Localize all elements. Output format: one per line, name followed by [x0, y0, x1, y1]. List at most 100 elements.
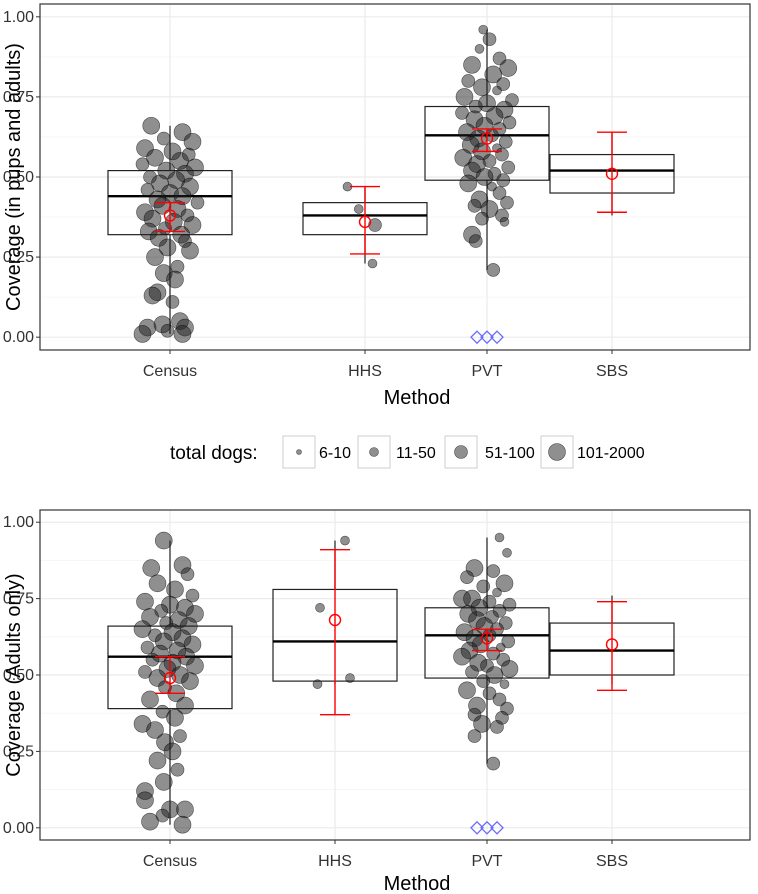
- legend-label: 11-50: [396, 445, 436, 462]
- y-tick-label: 1.00: [3, 514, 34, 531]
- data-point: [158, 238, 177, 257]
- y-tick-label: 0.00: [3, 329, 34, 346]
- data-point: [502, 115, 517, 130]
- data-point: [498, 134, 513, 149]
- data-point: [185, 588, 200, 603]
- data-point: [482, 32, 497, 47]
- data-point: [476, 674, 491, 688]
- data-point: [495, 574, 514, 593]
- data-point: [460, 570, 474, 585]
- data-point: [476, 579, 491, 594]
- data-point: [458, 681, 476, 700]
- legend-size-symbol: [548, 443, 566, 461]
- data-point: [368, 218, 382, 232]
- data-point: [453, 647, 471, 666]
- data-point: [501, 634, 516, 649]
- data-point: [345, 673, 355, 683]
- data-point: [170, 762, 185, 777]
- data-point: [492, 85, 502, 96]
- x-tick-label: Census: [143, 853, 197, 870]
- data-point: [315, 602, 325, 613]
- data-point: [165, 295, 180, 309]
- y-tick-label: 0.50: [3, 169, 34, 186]
- data-point: [141, 690, 159, 709]
- legend-label: 6-10: [319, 445, 351, 462]
- data-point: [455, 88, 474, 106]
- data-point: [183, 132, 202, 151]
- data-point: [500, 195, 514, 210]
- data-point: [475, 168, 494, 186]
- data-point: [465, 665, 479, 679]
- x-tick-label: HHS: [318, 853, 352, 870]
- zero-coverage-marker: [480, 330, 494, 345]
- data-point: [499, 59, 518, 77]
- y-tick-label: 0.75: [3, 591, 34, 608]
- y-tick-label: 0.25: [3, 743, 34, 760]
- data-point: [154, 773, 173, 791]
- mean-marker: [163, 671, 177, 685]
- data-point: [166, 580, 184, 599]
- y-tick-label: 0.00: [3, 820, 34, 837]
- data-point: [468, 234, 483, 248]
- bottom-plot: 0.00 0.25 0.50 0.75 1.00 Census HHS PVT SBS Metho…: [3, 509, 751, 894]
- mean-marker: [605, 167, 619, 180]
- data-point: [501, 160, 516, 175]
- data-point: [492, 186, 507, 200]
- data-point: [478, 24, 489, 35]
- data-point: [500, 660, 519, 678]
- data-point: [473, 715, 491, 733]
- x-tick-label: HHS: [348, 363, 382, 380]
- x-tick-label: Census: [143, 363, 197, 380]
- mean-marker: [328, 613, 342, 627]
- data-point: [148, 574, 167, 593]
- data-point: [475, 211, 489, 226]
- data-point: [492, 587, 502, 598]
- data-point: [499, 217, 510, 227]
- size-legend: total dogs: 6-10 11-50 51-100 101-2000: [170, 435, 645, 469]
- data-point: [136, 592, 154, 611]
- mean-marker: [163, 209, 177, 222]
- legend-size-symbol: [454, 445, 468, 459]
- data-point: [484, 65, 503, 84]
- legend-label: 51-100: [485, 445, 535, 462]
- data-point: [163, 742, 182, 761]
- y-tick-label: 0.50: [3, 667, 34, 684]
- plot-border: [39, 509, 751, 841]
- legend-size-symbol: [369, 447, 379, 457]
- data-point: [154, 531, 173, 550]
- data-point: [467, 199, 482, 213]
- zero-coverage-marker: [490, 820, 504, 835]
- data-point: [156, 131, 171, 146]
- data-point: [181, 241, 199, 260]
- data-point: [496, 173, 511, 188]
- data-point: [190, 195, 205, 210]
- data-point: [133, 620, 152, 638]
- data-point: [340, 535, 350, 546]
- top-plot: 0.00 0.25 0.50 0.75 1.00 Census HHS PVT SBS Metho…: [3, 3, 751, 409]
- mean-marker: [480, 632, 494, 645]
- data-point: [495, 147, 509, 162]
- plot-border: [39, 3, 751, 351]
- legend-label: 101-2000: [577, 445, 645, 462]
- data-point: [486, 564, 501, 578]
- data-point: [142, 559, 161, 577]
- x-axis-title: Method: [384, 387, 451, 409]
- zero-coverage-marker: [470, 820, 484, 835]
- data-point: [146, 148, 164, 167]
- data-point: [135, 157, 150, 171]
- data-point: [176, 800, 194, 819]
- mean-marker: [605, 638, 619, 651]
- data-point: [173, 815, 192, 834]
- x-tick-label: SBS: [596, 363, 628, 380]
- data-point: [173, 325, 192, 343]
- x-tick-label: SBS: [596, 853, 628, 870]
- data-point: [166, 708, 184, 727]
- data-point: [146, 248, 164, 266]
- data-point: [180, 567, 195, 581]
- data-point: [173, 729, 187, 743]
- data-point: [148, 751, 167, 770]
- data-point: [486, 263, 501, 277]
- zero-coverage-marker: [490, 330, 504, 345]
- data-point: [463, 56, 481, 74]
